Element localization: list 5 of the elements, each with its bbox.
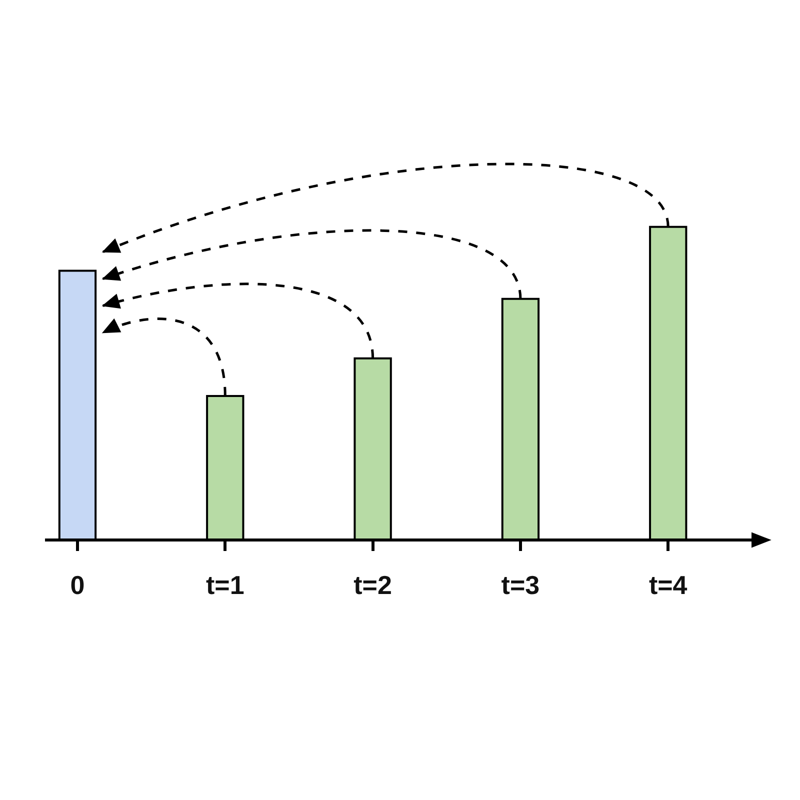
x-tick-label: t=2: [354, 570, 392, 600]
x-tick-label: t=4: [648, 570, 688, 600]
x-tick-label: t=1: [206, 570, 244, 600]
x-tick-label: t=3: [501, 570, 540, 600]
x-tick-label: 0: [70, 570, 85, 600]
